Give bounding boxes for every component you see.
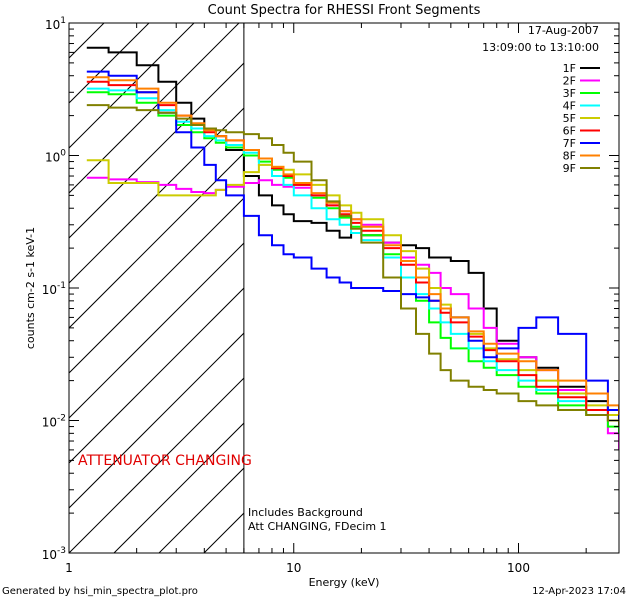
timestamp-label: 12-Apr-2023 17:04 [532,586,626,597]
legend-label-3F: 3F [563,87,576,100]
legend-label-4F: 4F [563,100,576,113]
series-line-5F [86,159,619,421]
hatch-line [69,152,244,329]
legend-label-2F: 2F [563,75,576,88]
series-line-3F [86,91,619,434]
x-axis-label: Energy (keV) [309,576,380,589]
y-tick-labels: 101 100 10-1 10-2 10-3 [42,16,67,562]
x-tick-label-1: 1 [65,561,73,575]
series-line-8F [86,76,619,415]
legend-label-6F: 6F [563,125,576,138]
legend-label-1F: 1F [563,62,576,75]
chart-title: Count Spectra for RHESSI Front Segments [208,3,481,18]
generated-by-label: Generated by hsi_min_spectra_plot.pro [2,586,198,597]
hatch-line [429,23,640,553]
hatch-line [69,107,244,284]
y-tick-label-10e0: 100 [45,149,66,165]
y-axis-label: counts cm-2 s-1 keV-1 [24,227,37,349]
legend-label-9F: 9F [563,162,576,175]
axis-ticks [68,22,619,554]
hatch-line [69,197,244,374]
legend-label-8F: 8F [563,150,576,163]
hatch-line [69,23,240,194]
attenuator-hatch-region [69,23,640,553]
time-range-label: 13:09:00 to 13:10:00 [482,41,599,54]
series-layer [86,46,619,450]
legend-label-5F: 5F [563,112,576,125]
hatch-line [294,23,640,553]
note-attenuator: Att CHANGING, FDecim 1 [248,520,387,533]
date-label: 17-Aug-2007 [528,24,599,37]
y-tick-label-10e-3: 10-3 [42,546,66,562]
hatch-line [69,62,244,239]
y-tick-label-10e-1: 10-1 [42,281,66,297]
hatch-line [69,242,244,419]
series-line-9F [86,104,619,427]
y-tick-label-10e1: 101 [45,16,66,32]
x-tick-labels: 1 10 100 [65,561,530,575]
hatch-line [69,332,244,509]
note-background: Includes Background [248,506,363,519]
hatch-line [113,422,244,553]
series-line-6F [86,80,619,427]
x-tick-label-100: 100 [507,561,530,575]
y-tick-label-10e-2: 10-2 [42,414,66,430]
series-line-4F [86,87,619,427]
hatch-line [69,23,195,149]
legend-label-7F: 7F [563,137,576,150]
x-tick-label-10: 10 [286,561,301,575]
hatch-line [384,23,640,553]
hatch-line [69,377,244,553]
attenuator-label: ATTENUATOR CHANGING [78,453,252,469]
series-line-7F [86,70,619,421]
